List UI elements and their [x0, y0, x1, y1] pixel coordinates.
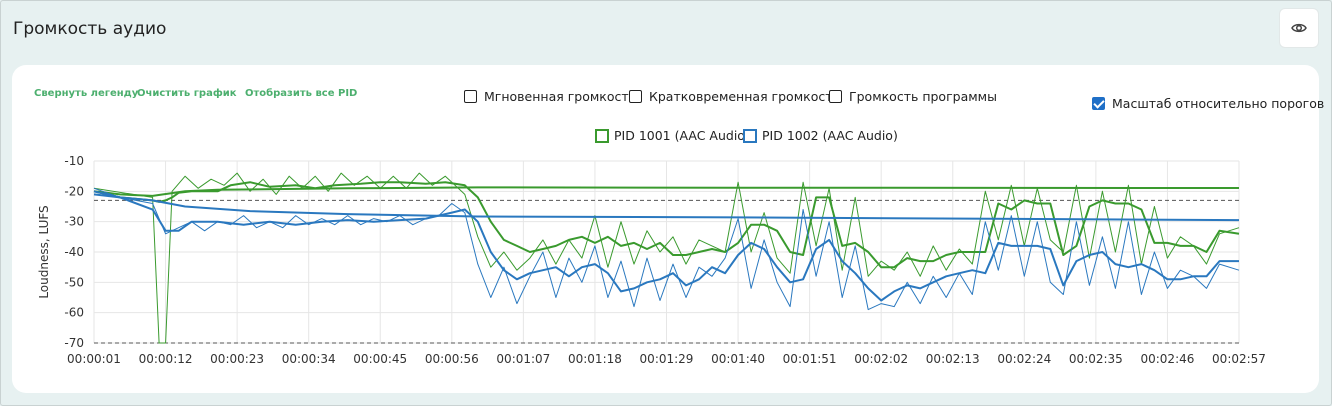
- collapse-legend-link[interactable]: Свернуть легенду: [34, 88, 139, 99]
- checkbox-box[interactable]: [464, 90, 477, 103]
- momentary-loudness-checkbox[interactable]: Мгновенная громкость: [464, 89, 636, 104]
- checkbox-label: Громкость программы: [849, 89, 997, 104]
- checkbox-label: Масштаб относительно порогов: [1112, 96, 1325, 111]
- clear-chart-link[interactable]: Очистить график: [137, 88, 237, 99]
- chart-card: [12, 65, 1319, 393]
- scale-relative-checkbox[interactable]: Масштаб относительно порогов: [1092, 96, 1324, 111]
- legend-item-pid-1002[interactable]: PID 1002 (AAC Audio): [743, 128, 898, 143]
- legend-label: PID 1002 (AAC Audio): [762, 128, 898, 143]
- checkbox-box-checked[interactable]: [1092, 97, 1105, 110]
- checkbox-box[interactable]: [629, 90, 642, 103]
- checkbox-label: Мгновенная громкость: [484, 89, 637, 104]
- checkbox-label: Кратковременная громкость: [649, 89, 840, 104]
- legend-item-pid-1001[interactable]: PID 1001 (AAC Audio): [595, 128, 750, 143]
- program-loudness-checkbox[interactable]: Громкость программы: [829, 89, 997, 104]
- legend-swatch: [595, 128, 609, 143]
- page-title: Громкость аудио: [13, 19, 167, 39]
- checkbox-box[interactable]: [829, 90, 842, 103]
- legend-label: PID 1001 (AAC Audio): [614, 128, 750, 143]
- eye-icon: [1291, 19, 1307, 38]
- visibility-toggle-button[interactable]: [1279, 8, 1319, 48]
- legend-swatch: [743, 128, 757, 143]
- short-term-loudness-checkbox[interactable]: Кратковременная громкость: [629, 89, 840, 104]
- show-all-pid-link[interactable]: Отобразить все PID: [245, 88, 358, 99]
